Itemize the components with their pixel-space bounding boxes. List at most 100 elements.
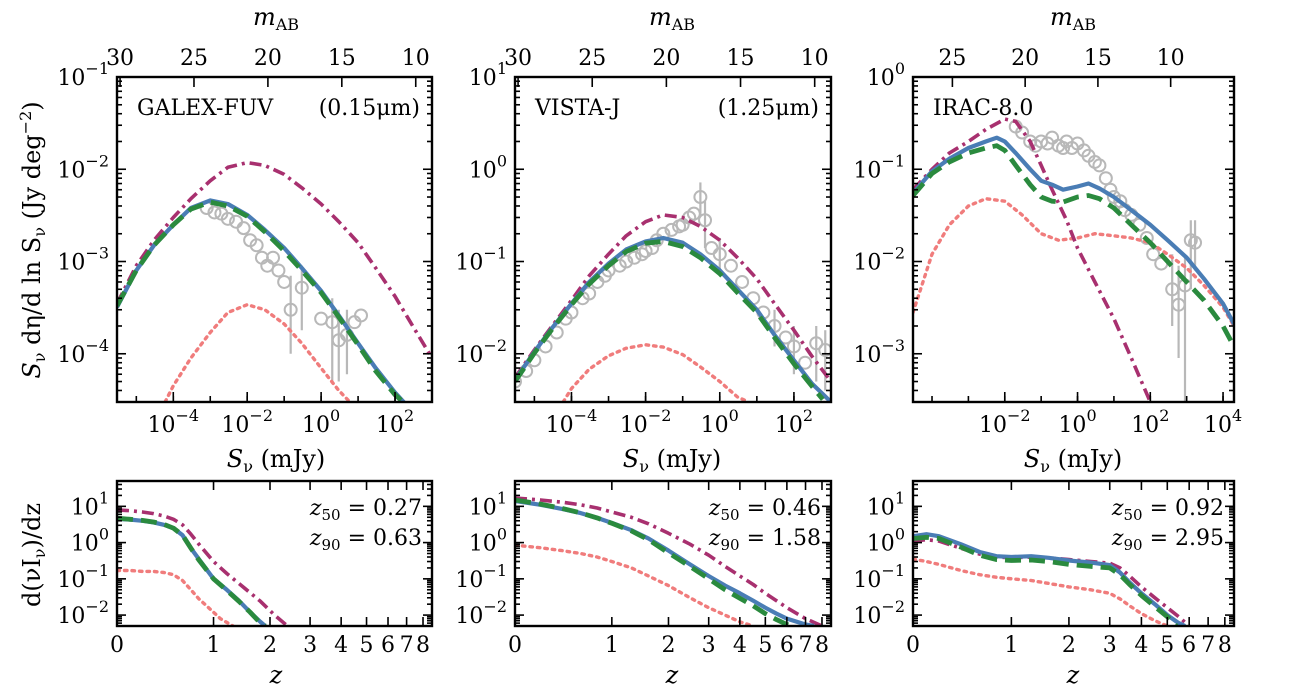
data-point	[354, 308, 369, 323]
data-point	[798, 355, 813, 370]
data-point	[236, 221, 251, 236]
y-tick-label: 10−2	[853, 597, 905, 629]
x-tick-label: 1	[1004, 633, 1018, 658]
data-point	[249, 238, 264, 253]
data-point	[266, 250, 281, 265]
series-dashed	[117, 515, 267, 626]
plot-area	[117, 508, 289, 626]
z90-label: z90 = 1.58	[708, 526, 821, 554]
y-tick-label: 101	[71, 488, 109, 520]
y-tick-label: 10−3	[853, 336, 905, 368]
data-point	[635, 247, 650, 262]
axes-frame	[513, 75, 833, 404]
x-tick-label: 1	[207, 633, 221, 658]
series-dotted	[163, 303, 352, 402]
x-tick-label: 104	[1204, 406, 1242, 438]
z50-label: z50 = 0.92	[1111, 496, 1224, 524]
top-axis-label-1: mAB	[649, 3, 695, 34]
series-dashdot	[117, 508, 289, 626]
series-dashdot	[913, 537, 1191, 626]
x-tick-label: 5	[758, 633, 772, 658]
plot-area	[913, 117, 1234, 402]
axes-frame	[911, 75, 1236, 404]
data-point	[1139, 230, 1154, 245]
top-axis-label-0: mAB	[253, 3, 299, 34]
x-tick-label: 7	[1201, 633, 1215, 658]
mab-tick-label: 30	[106, 46, 134, 71]
data-point	[277, 274, 292, 289]
mab-tick-label: 25	[180, 46, 208, 71]
x-tick-label: 10−2	[620, 406, 672, 438]
data-point	[1015, 125, 1030, 140]
data-point	[1188, 235, 1203, 250]
y-tick-label: 10−2	[853, 244, 905, 276]
z90-label: z90 = 0.63	[309, 526, 422, 554]
data-point	[693, 190, 708, 205]
series-dotted	[913, 557, 1169, 626]
data-point	[809, 336, 824, 351]
data-point	[283, 302, 298, 317]
x-tick-label: 2	[1062, 633, 1076, 658]
x-tick-label: 8	[416, 633, 430, 658]
plot-area	[515, 182, 831, 402]
band-label: GALEX-FUV	[137, 96, 274, 121]
x-tick-label: 4	[334, 633, 348, 658]
data-point	[786, 339, 801, 354]
x-tick-label: 2	[661, 633, 675, 658]
x-tick-label: 0	[906, 633, 920, 658]
data-point	[229, 214, 244, 229]
series-dashdot	[515, 496, 823, 626]
bottom-row-xlabel-1: z	[665, 661, 679, 689]
z50-label: z50 = 0.46	[708, 496, 821, 524]
y-tick-label: 100	[469, 151, 507, 183]
x-tick-label: 3	[1103, 633, 1117, 658]
x-tick-label: 8	[815, 633, 829, 658]
bottom-row-xlabel-0: z	[269, 661, 283, 689]
data-point	[1165, 282, 1180, 297]
x-tick-label: 10−4	[147, 406, 199, 438]
data-point	[220, 211, 235, 226]
top-row-ylabel: Sν dη/d ln Sν (Jy deg−2)	[16, 101, 49, 378]
data-point	[207, 205, 222, 220]
data-point	[818, 342, 831, 357]
y-tick-label: 10−1	[853, 561, 905, 593]
x-tick-label: 100	[701, 406, 739, 438]
x-tick-label: 7	[799, 633, 813, 658]
x-tick-label: 10−4	[546, 406, 598, 438]
x-tick-label: 6	[381, 633, 395, 658]
mab-tick-label: 25	[938, 46, 966, 71]
series-solid	[913, 135, 1234, 325]
y-tick-label: 10−2	[57, 151, 109, 183]
bottom-row-ylabel: d(νIν)/dz	[18, 503, 49, 607]
data-point	[704, 241, 719, 256]
series-dashed	[913, 534, 1179, 626]
x-tick-label: 8	[1218, 633, 1232, 658]
series-dotted	[913, 197, 1234, 328]
data-point	[515, 374, 522, 389]
plot-area	[913, 532, 1191, 626]
y-tick-label: 10−4	[57, 336, 109, 368]
data-point	[723, 258, 738, 273]
wavelength-label: (1.25μm)	[718, 96, 819, 121]
data-point	[735, 274, 750, 289]
x-tick-label: 6	[1182, 633, 1196, 658]
top-row-xlabel-2: Sν (mJy)	[1024, 445, 1122, 476]
series-dashed	[515, 239, 825, 401]
x-tick-label: 0	[110, 633, 124, 658]
data-point	[698, 213, 713, 228]
y-tick-label: 10−1	[57, 561, 109, 593]
data-point	[664, 222, 679, 237]
x-tick-label: 10−2	[221, 406, 273, 438]
y-tick-label: 100	[469, 525, 507, 557]
series-dashed	[515, 497, 794, 626]
data-point	[778, 330, 793, 345]
panel-1: 10−2 10−1 100 101 10−4 10−2 100 102 30 25 20 15 10 VI…	[455, 46, 833, 438]
plot-area	[117, 160, 432, 402]
x-tick-label: 10−2	[979, 406, 1031, 438]
y-tick-label: 101	[469, 59, 507, 91]
mab-tick-label: 15	[727, 46, 755, 71]
data-point	[686, 206, 701, 221]
x-tick-label: 5	[1160, 633, 1174, 658]
data-point	[1092, 158, 1107, 173]
